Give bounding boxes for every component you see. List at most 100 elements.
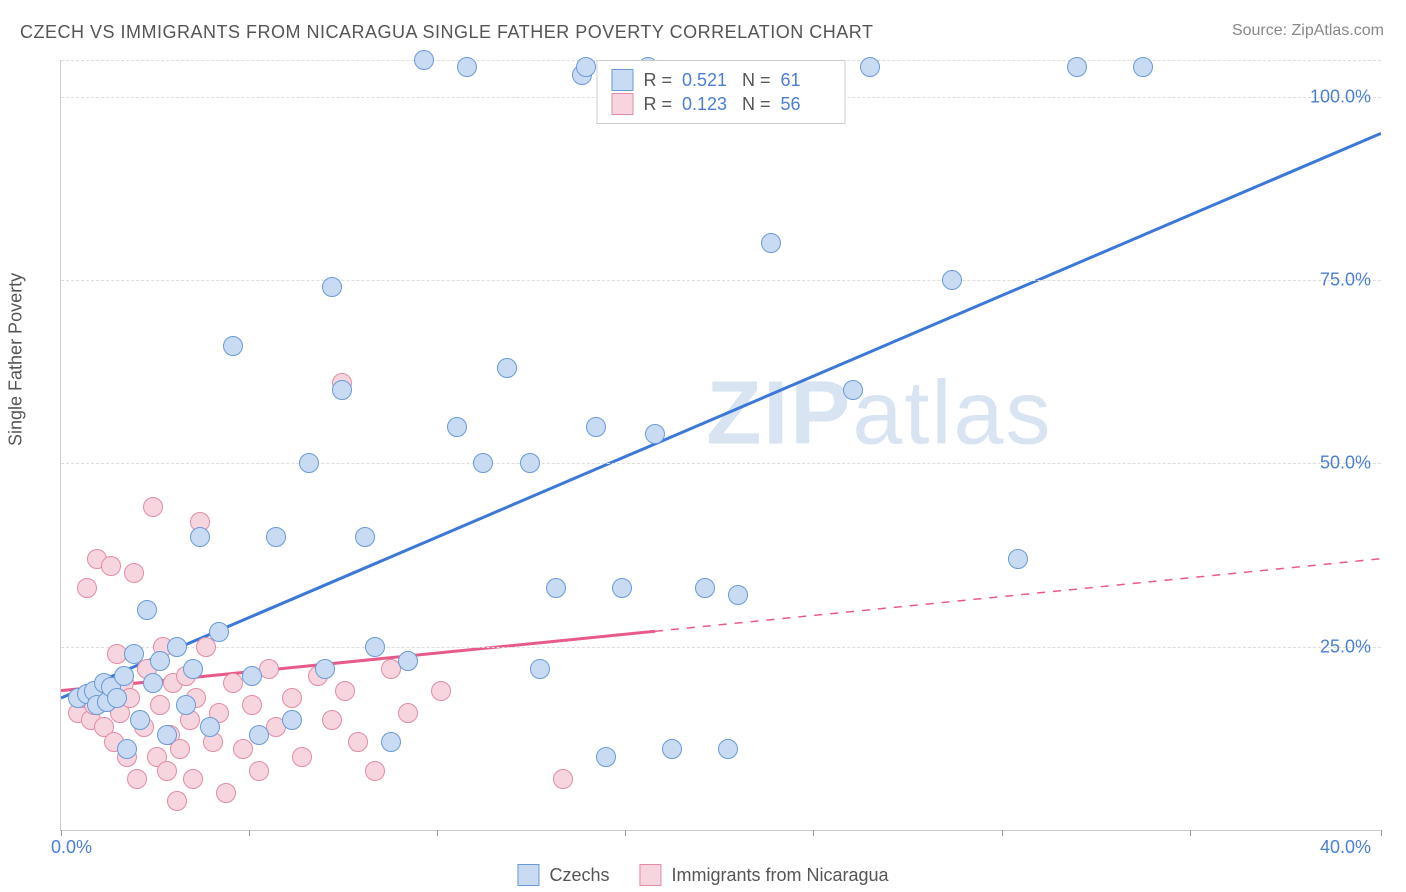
r-value-czechs: 0.521 [682,70,732,91]
scatter-point-czechs [365,637,385,657]
x-tick [625,830,626,836]
scatter-point-czechs [457,57,477,77]
scatter-point-czechs [223,336,243,356]
n-value-czechs: 61 [781,70,831,91]
scatter-point-nicaragua [233,739,253,759]
x-tick [249,830,250,836]
scatter-point-nicaragua [127,769,147,789]
scatter-point-czechs [942,270,962,290]
scatter-point-nicaragua [77,578,97,598]
scatter-point-czechs [209,622,229,642]
scatter-point-nicaragua [249,761,269,781]
scatter-point-nicaragua [553,769,573,789]
scatter-point-czechs [143,673,163,693]
scatter-point-czechs [695,578,715,598]
scatter-point-czechs [1008,549,1028,569]
scatter-point-nicaragua [365,761,385,781]
y-tick-label: 100.0% [1310,86,1371,107]
swatch-czechs [611,69,633,91]
scatter-point-czechs [1133,57,1153,77]
x-tick [1002,830,1003,836]
y-tick-label: 50.0% [1320,453,1371,474]
scatter-point-czechs [447,417,467,437]
scatter-point-czechs [322,277,342,297]
gridline [61,647,1381,648]
scatter-point-czechs [530,659,550,679]
x-tick [1381,830,1382,836]
scatter-point-czechs [249,725,269,745]
watermark-bold: ZIP [706,364,852,464]
plot-area: ZIPatlas R = 0.521 N = 61 R = 0.123 N = … [60,60,1381,831]
x-start-label: 0.0% [51,837,92,858]
scatter-point-czechs [843,380,863,400]
scatter-point-czechs [414,50,434,70]
scatter-point-czechs [200,717,220,737]
scatter-point-czechs [107,688,127,708]
x-end-label: 40.0% [1320,837,1371,858]
x-tick [1190,830,1191,836]
scatter-point-nicaragua [167,791,187,811]
scatter-point-nicaragua [282,688,302,708]
scatter-point-nicaragua [431,681,451,701]
scatter-point-czechs [1067,57,1087,77]
scatter-point-czechs [157,725,177,745]
scatter-point-nicaragua [348,732,368,752]
legend-item-czechs: Czechs [517,864,609,886]
scatter-point-czechs [117,739,137,759]
scatter-point-czechs [612,578,632,598]
gridline [61,463,1381,464]
scatter-point-czechs [315,659,335,679]
swatch-nicaragua [611,93,633,115]
scatter-point-czechs [130,710,150,730]
trendline-dash-nicaragua [655,559,1381,632]
r-value-nicaragua: 0.123 [682,94,732,115]
scatter-point-czechs [114,666,134,686]
n-value-nicaragua: 56 [781,94,831,115]
scatter-point-czechs [761,233,781,253]
source-label: Source: ZipAtlas.com [1232,22,1384,40]
watermark-light: atlas [852,364,1052,464]
scatter-point-czechs [190,527,210,547]
trendline-czechs [61,133,1381,698]
chart-title: CZECH VS IMMIGRANTS FROM NICARAGUA SINGL… [20,22,873,43]
scatter-point-czechs [473,453,493,473]
scatter-point-nicaragua [216,783,236,803]
scatter-point-czechs [282,710,302,730]
scatter-point-czechs [576,57,596,77]
y-tick-label: 75.0% [1320,270,1371,291]
x-tick [813,830,814,836]
scatter-point-nicaragua [242,695,262,715]
scatter-point-czechs [586,417,606,437]
scatter-point-czechs [546,578,566,598]
scatter-point-nicaragua [292,747,312,767]
x-tick [437,830,438,836]
scatter-point-nicaragua [322,710,342,730]
scatter-point-czechs [242,666,262,686]
scatter-point-czechs [266,527,286,547]
scatter-point-czechs [299,453,319,473]
scatter-point-czechs [176,695,196,715]
r-label: R = [643,94,672,115]
scatter-point-nicaragua [101,556,121,576]
watermark: ZIPatlas [706,363,1052,466]
legend-label-nicaragua: Immigrants from Nicaragua [671,865,888,886]
legend-row-nicaragua: R = 0.123 N = 56 [611,93,830,115]
scatter-point-czechs [645,424,665,444]
scatter-point-czechs [167,637,187,657]
bottom-legend: Czechs Immigrants from Nicaragua [517,864,888,886]
scatter-point-czechs [137,600,157,620]
scatter-point-nicaragua [398,703,418,723]
scatter-point-czechs [124,644,144,664]
scatter-point-czechs [662,739,682,759]
scatter-point-czechs [381,732,401,752]
scatter-point-czechs [355,527,375,547]
swatch-czechs [517,864,539,886]
y-tick-label: 25.0% [1320,636,1371,657]
scatter-point-nicaragua [150,695,170,715]
gridline [61,280,1381,281]
scatter-point-nicaragua [335,681,355,701]
scatter-point-czechs [398,651,418,671]
scatter-point-nicaragua [223,673,243,693]
legend-label-czechs: Czechs [549,865,609,886]
scatter-point-czechs [718,739,738,759]
